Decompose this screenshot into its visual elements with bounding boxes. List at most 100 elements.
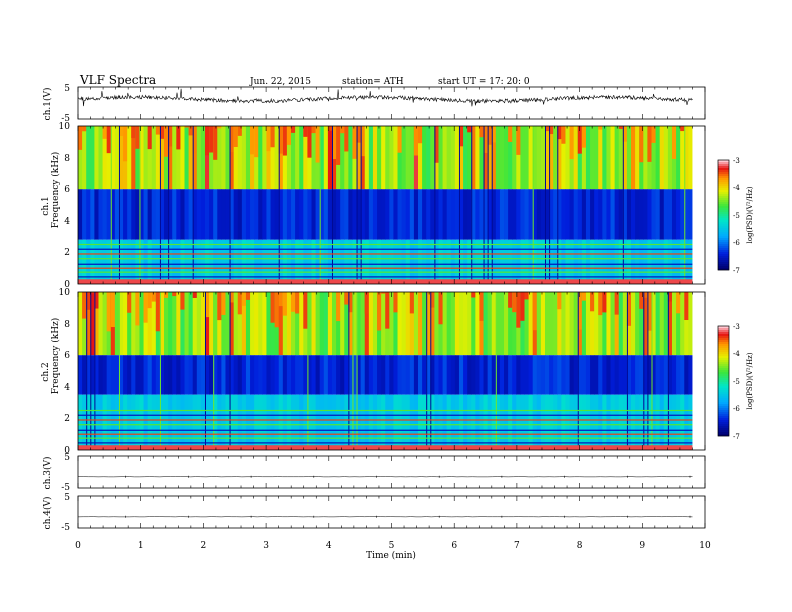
spec-sferic bbox=[159, 126, 161, 284]
spec-cell bbox=[336, 394, 341, 450]
spec-cell bbox=[262, 189, 267, 240]
spec-cell bbox=[643, 189, 648, 240]
spec-cell bbox=[659, 394, 665, 450]
spec-cell bbox=[667, 355, 673, 395]
spec-cell bbox=[671, 394, 677, 450]
spec-band-line bbox=[78, 276, 693, 278]
ch2-frequency-ylabel: Frequency (kHz) bbox=[50, 318, 61, 395]
spec-cell bbox=[356, 239, 362, 284]
spec-cell bbox=[372, 126, 378, 190]
spec-cell bbox=[323, 292, 329, 356]
spec-cell bbox=[680, 355, 685, 395]
spec-cell bbox=[512, 292, 517, 356]
start-time-label: start UT = 17: 20: 0 bbox=[438, 77, 530, 87]
spec-sferic bbox=[204, 292, 206, 450]
spec-cell bbox=[159, 355, 165, 395]
spec-band-line bbox=[78, 267, 693, 269]
spec-cell bbox=[430, 126, 435, 190]
spec-cell bbox=[139, 292, 145, 356]
spec-cell bbox=[458, 126, 464, 147]
spec-cell bbox=[516, 189, 521, 240]
spec-cell bbox=[327, 292, 333, 356]
colorbar-step bbox=[718, 214, 729, 217]
spec-cell bbox=[209, 394, 214, 450]
spec-cell bbox=[123, 292, 128, 356]
spec-cell bbox=[385, 292, 390, 329]
spec-cell bbox=[78, 126, 83, 150]
ch1-channel-label: ch.1 bbox=[41, 196, 51, 215]
spec-cell bbox=[647, 355, 652, 395]
spec-cell bbox=[458, 292, 464, 356]
spec-cell bbox=[282, 126, 288, 190]
time-tick-4: 4 bbox=[326, 541, 332, 551]
spec-cell bbox=[159, 394, 165, 450]
spec-cell bbox=[622, 126, 628, 142]
spec-sferic bbox=[319, 126, 321, 284]
spec-cell bbox=[471, 292, 476, 356]
spec-cell bbox=[512, 292, 517, 313]
spec-cell bbox=[618, 394, 624, 450]
spec-band-line bbox=[78, 445, 693, 450]
spec-cell bbox=[331, 292, 337, 356]
spec-cell bbox=[377, 394, 382, 450]
spec-cell bbox=[135, 355, 140, 395]
spec-cell bbox=[557, 394, 562, 450]
spec-cell bbox=[327, 239, 333, 284]
spec-cell bbox=[123, 239, 128, 284]
spec-cell bbox=[639, 292, 644, 309]
colorbar-step bbox=[718, 192, 729, 195]
spec-sferic bbox=[348, 292, 350, 450]
spec-cell bbox=[381, 189, 386, 240]
spec-cell bbox=[364, 394, 370, 450]
spec-cell bbox=[590, 394, 595, 450]
spec-cell bbox=[131, 292, 136, 356]
spec-cell bbox=[200, 355, 206, 395]
colorbar-step bbox=[718, 242, 729, 245]
spec-cell bbox=[344, 126, 349, 190]
spec-band-line bbox=[78, 409, 693, 412]
ch4-waveform-frame bbox=[77, 495, 706, 529]
spec-cell bbox=[102, 239, 108, 284]
spec-cell bbox=[663, 239, 669, 284]
spec-cell bbox=[626, 292, 632, 326]
ch1-freq-tick-0: 0 bbox=[64, 280, 70, 290]
spec-cell bbox=[508, 394, 513, 450]
spec-cell bbox=[454, 394, 460, 450]
spec-cell bbox=[450, 189, 456, 240]
spec-band-line bbox=[78, 419, 693, 421]
spec-cell bbox=[381, 126, 386, 190]
spec-cell bbox=[643, 292, 648, 298]
spec-cell bbox=[352, 189, 358, 240]
spec-cell bbox=[331, 126, 337, 160]
spec-cell bbox=[147, 355, 153, 395]
colorbar-step bbox=[718, 260, 729, 263]
spec-cell bbox=[385, 394, 390, 450]
spec-cell bbox=[405, 355, 411, 395]
spec-cell bbox=[680, 394, 685, 450]
ch3-waveform-panel: 5 -5 ch.3(V) bbox=[42, 453, 706, 493]
colorbar-step bbox=[718, 416, 729, 419]
spec-cell bbox=[327, 126, 333, 131]
spec-cell bbox=[262, 394, 267, 450]
spec-cell bbox=[602, 394, 607, 450]
spec-cell bbox=[196, 394, 202, 450]
spec-cell bbox=[577, 126, 583, 154]
spec-cell bbox=[581, 239, 587, 284]
spec-cell bbox=[270, 239, 276, 284]
ch1-frequency-ylabel: Frequency (kHz) bbox=[50, 152, 61, 229]
spec-cell bbox=[331, 355, 337, 395]
spec-cell bbox=[512, 355, 517, 395]
spec-cell bbox=[418, 126, 423, 144]
spec-cell bbox=[614, 189, 620, 240]
spec-cell bbox=[553, 126, 558, 190]
colorbar-step bbox=[718, 254, 729, 257]
spec-cell bbox=[348, 189, 353, 240]
spec-cell bbox=[270, 292, 276, 356]
spec-cell bbox=[278, 292, 284, 356]
spec-cell bbox=[233, 126, 239, 147]
colorbar-step bbox=[718, 188, 729, 191]
spec-cell bbox=[573, 292, 579, 356]
ch4-waveform-marks bbox=[77, 515, 693, 518]
spec-cell bbox=[233, 189, 239, 240]
